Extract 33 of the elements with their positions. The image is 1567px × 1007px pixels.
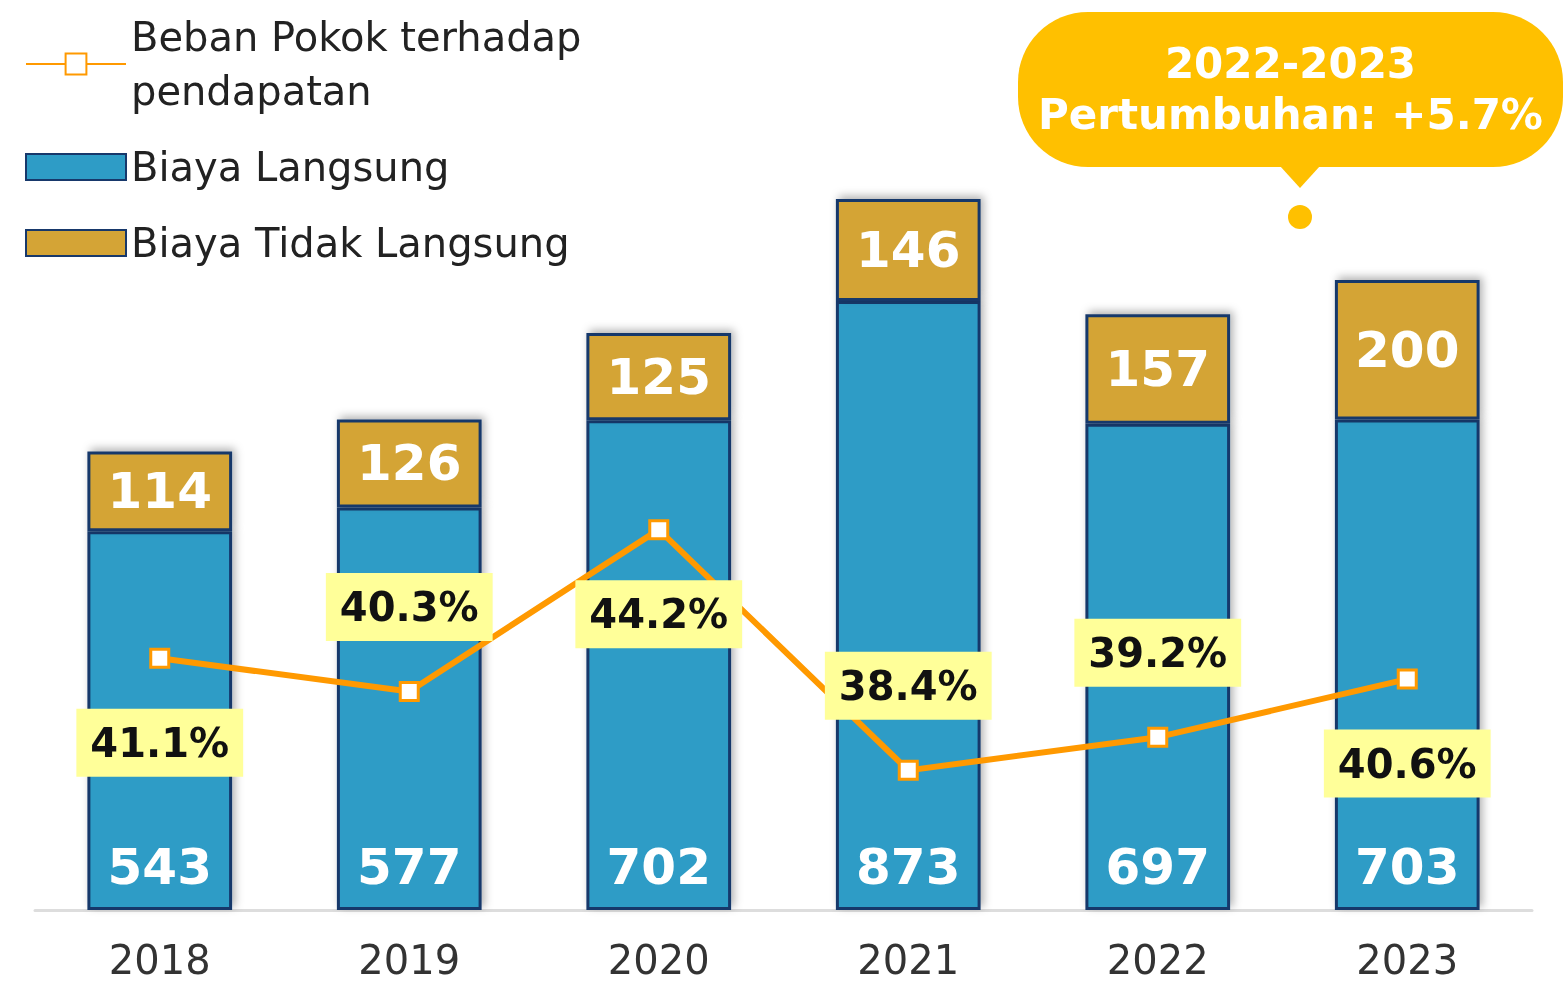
x-tick-label: 2022 [1106,937,1209,983]
x-tick-label: 2021 [857,937,960,983]
data-label: 543 [107,838,212,896]
data-label: 703 [1355,838,1460,896]
data-label: 157 [1105,339,1210,398]
data-label: 44.2% [589,591,729,638]
data-label: 114 [107,462,212,521]
point [648,519,670,541]
point [897,759,919,781]
x-tick-label: 2018 [108,937,211,983]
legend-label: Biaya Tidak Langsung [131,220,570,266]
x-tick-label: 2023 [1356,937,1459,983]
data-label: 873 [856,838,961,896]
point [398,681,420,703]
data-label: 40.3% [339,584,479,631]
x-tick-label: 2019 [358,937,461,983]
x-tick-label: 2020 [607,937,710,983]
data-label: 697 [1105,838,1210,896]
legend-label: Biaya Langsung [131,144,450,190]
point [149,647,171,669]
point [1396,668,1418,690]
data-label: 126 [357,434,462,493]
data-label: 200 [1355,320,1460,379]
data-label: 39.2% [1088,629,1228,676]
data-label: 577 [357,838,462,896]
data-label: 146 [856,220,961,279]
legend-label: Beban Pokok terhadap pendapatan [131,14,595,114]
data-label: 38.4% [838,662,978,709]
data-label: 41.1% [90,719,230,766]
data-label: 125 [606,347,711,406]
data-label: 702 [606,838,711,896]
data-label: 40.6% [1337,740,1477,787]
point [1147,726,1169,748]
